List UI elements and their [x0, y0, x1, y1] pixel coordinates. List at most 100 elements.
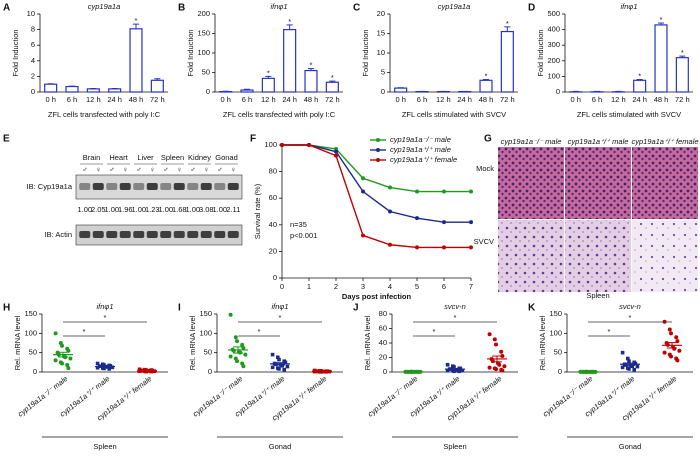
point: [445, 362, 450, 367]
significance: *: [288, 17, 291, 26]
point: [672, 346, 677, 351]
significance: *: [638, 72, 641, 81]
point: [497, 362, 502, 367]
point: [469, 189, 473, 194]
point: [283, 360, 288, 365]
bar: [325, 81, 339, 93]
x-tick-label: 48 h: [479, 95, 494, 104]
y-tick-label: 0: [381, 87, 385, 96]
point: [500, 368, 505, 373]
y-tick-label: 0: [206, 87, 210, 96]
y-tick-label: 150: [24, 309, 37, 318]
protein-band: [146, 183, 158, 190]
micrograph: [632, 147, 698, 219]
actin-band: [187, 231, 199, 238]
y-tick-label: 100: [199, 328, 212, 337]
point: [415, 189, 419, 194]
sex-symbol: ♀: [203, 165, 209, 174]
panel-label: F: [250, 134, 256, 145]
x-tick-label: 2: [334, 282, 338, 291]
y-tick-label: 0: [556, 87, 560, 96]
point: [442, 189, 446, 194]
point: [635, 364, 640, 369]
y-tick-label: 100: [549, 328, 562, 337]
point: [334, 149, 338, 154]
y-tick-label: 0: [208, 367, 212, 376]
y-axis-label: Fold Induction: [361, 29, 370, 76]
band-ratio: 1.00: [158, 205, 173, 214]
point: [149, 369, 153, 374]
panel-label: G: [484, 134, 492, 145]
bar: [479, 79, 493, 93]
point: [53, 331, 58, 336]
point: [66, 366, 71, 371]
legend-label: cyp19a1a⁺/⁺ female: [390, 155, 457, 164]
x-axis-label: ZFL cells stimulated with SVCV: [402, 110, 506, 119]
point: [627, 359, 631, 363]
actin-band: [106, 231, 118, 238]
point: [669, 331, 673, 336]
chart-title: ifnφ1: [621, 2, 638, 11]
point: [228, 354, 233, 359]
y-axis-label: Rel. mRNA level: [363, 315, 372, 370]
point: [277, 367, 281, 371]
point: [487, 365, 492, 370]
y-tick-label: 150: [549, 309, 562, 318]
point: [469, 245, 473, 250]
bar: [240, 89, 254, 93]
x-tick-label: 5: [415, 282, 419, 291]
significance: *: [660, 15, 663, 24]
point: [60, 361, 64, 366]
point: [95, 365, 100, 370]
sex-symbol: ♂: [163, 165, 169, 174]
significance: *: [258, 327, 261, 336]
actin-band: [119, 231, 131, 238]
point: [677, 348, 682, 353]
point: [633, 361, 638, 366]
actin-band: [173, 231, 185, 238]
point: [108, 364, 113, 368]
protein-band: [173, 183, 185, 190]
bar: [44, 83, 58, 93]
x-axis-label: Spleen: [93, 442, 116, 451]
legend-label: cyp19a1a⁺/⁺ male: [390, 145, 451, 154]
tissue-label: Spleen: [586, 291, 609, 300]
point: [630, 364, 634, 368]
panel-label: C: [353, 3, 360, 14]
x-tick-label: 72 h: [675, 95, 690, 104]
y-tick-label: 60: [269, 193, 277, 202]
protein-band: [214, 183, 226, 190]
y-tick-label: 10: [377, 48, 385, 57]
point: [231, 348, 236, 353]
point: [452, 365, 456, 369]
x-tick-label: 0: [280, 282, 284, 291]
point: [457, 369, 461, 374]
column-label: cyp19a1a⁻/⁻ male: [501, 137, 562, 146]
y-axis-label: Rel. mRNA level: [538, 315, 547, 370]
tissue-label: Gonad: [215, 153, 238, 162]
protein-band: [200, 183, 212, 190]
blot-frame: [75, 224, 243, 246]
actin-band: [214, 231, 226, 238]
point: [95, 361, 100, 366]
point: [626, 356, 630, 361]
annotation: p<0.001: [290, 231, 317, 240]
panel-label: I: [178, 303, 181, 314]
point: [110, 365, 115, 370]
y-tick-label: 20: [377, 9, 385, 18]
protein-band: [119, 183, 131, 190]
bar: [108, 88, 122, 93]
point: [674, 335, 679, 340]
chart-title: cyp19a1a: [438, 2, 471, 11]
micrograph: [565, 220, 631, 292]
band-ratio: 3.08: [199, 205, 214, 214]
point: [60, 343, 64, 348]
x-axis-label: ZFL cells transfected with poly I:C: [223, 110, 336, 119]
significance: *: [331, 73, 334, 82]
bar: [633, 79, 647, 93]
band-ratio: 1.68: [172, 205, 187, 214]
chart-title: ifnφ1: [97, 302, 114, 311]
significance: *: [608, 327, 611, 336]
sex-symbol: ♂: [217, 165, 223, 174]
point: [662, 350, 667, 355]
